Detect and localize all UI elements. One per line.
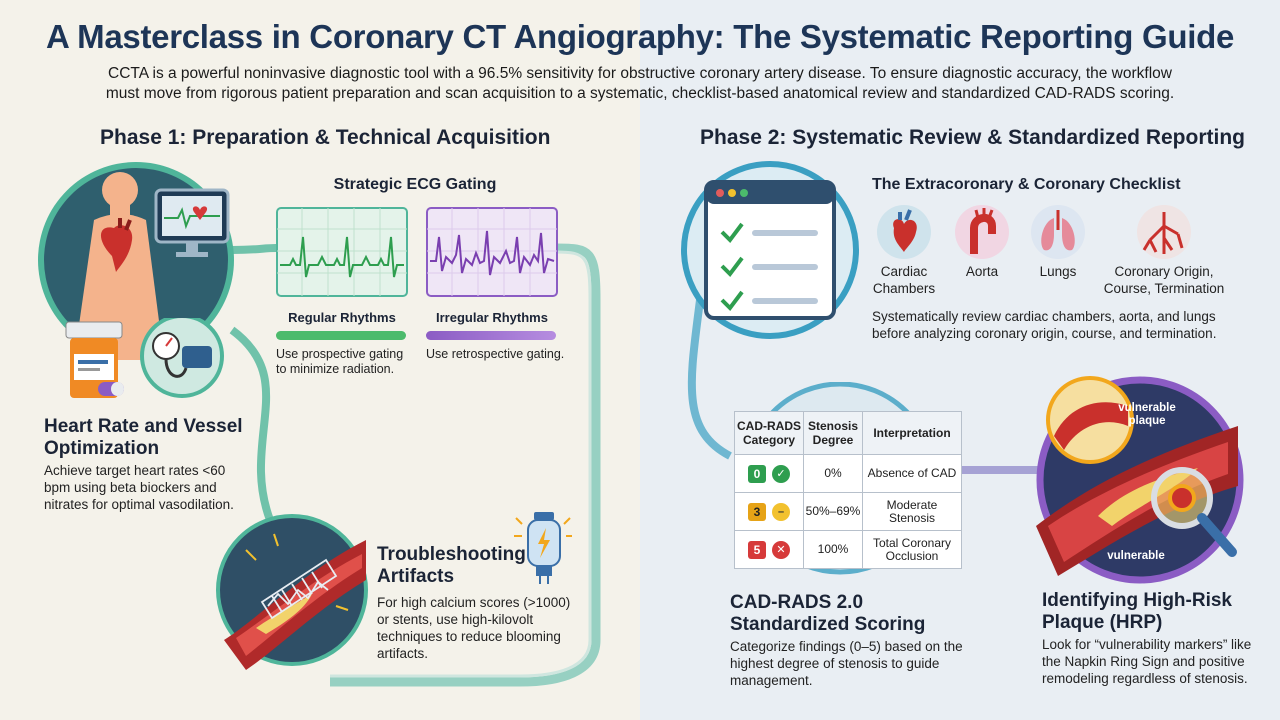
x-mark-icon: ✕ — [772, 540, 790, 559]
stent-artery-illustration — [216, 514, 368, 670]
category-badge: 3 — [748, 502, 766, 521]
category-badge: 0 — [748, 464, 766, 483]
heart-icon — [100, 218, 133, 272]
cadrads-header-category: CAD-RADS Category — [734, 411, 804, 455]
phase1-heading: Phase 1: Preparation & Technical Acquisi… — [100, 126, 551, 149]
stenosis-cell: 50%–69% — [803, 492, 863, 531]
blood-pressure-gauge-icon — [140, 318, 224, 398]
checklist-item-lungs: Lungs — [1039, 264, 1077, 279]
coronary-tree-icon — [1137, 205, 1191, 259]
phase2-heading: Phase 2: Systematic Review & Standardize… — [700, 126, 1245, 149]
hrp-heading: Identifying High-Risk Plaque (HRP) — [1042, 590, 1232, 633]
page-subtitle: CCTA is a powerful noninvasive diagnosti… — [105, 65, 1175, 102]
regular-rhythm-bar — [276, 331, 406, 340]
table-row: 0 ✓ 0% Absence of CAD — [734, 454, 962, 493]
hrp-description: Look for “vulnerability markers” like th… — [1042, 637, 1252, 686]
irregular-rhythm-label: Irregular Rhythms — [436, 310, 548, 325]
irregular-rhythm-bar — [426, 331, 556, 340]
check-icon: ✓ — [772, 464, 790, 483]
table-row: 3– 50%–69% Moderate Stenosis — [734, 492, 962, 531]
checkmark-icon — [720, 222, 744, 312]
interpretation-cell: Absence of CAD — [862, 454, 962, 493]
ecg-gating-heading: Strategic ECG Gating — [333, 176, 497, 193]
table-row: 5 ✕ 100% Total Coronary Occlusion — [734, 530, 962, 569]
right-panel-background — [640, 0, 1280, 720]
cadrads-table: CAD-RADS Category Stenosis Degree Interp… — [734, 411, 962, 569]
stent-icon — [260, 558, 338, 620]
x-ray-tube-icon — [514, 512, 572, 584]
heart-rate-heading: Heart Rate and Vessel Optimization — [44, 416, 243, 459]
plaque-illustration — [1036, 376, 1244, 584]
plaque-inset — [1046, 376, 1134, 464]
capsule-icon — [98, 382, 124, 396]
artifacts-heading: Troubleshooting Artifacts — [377, 544, 526, 587]
cadrads-header-interpretation: Interpretation — [862, 411, 962, 455]
checklist-item-cardiac-chambers: Cardiac Chambers — [872, 264, 936, 296]
regular-rhythm-label: Regular Rhythms — [288, 310, 396, 325]
artifacts-description: For high calcium scores (>1000) or stent… — [377, 595, 571, 661]
stenosis-cell: 100% — [803, 530, 863, 569]
checklist-illustration — [681, 161, 859, 339]
monitor-icon — [154, 188, 230, 257]
stenosis-cell: 0% — [803, 454, 863, 493]
cardiac-chambers-icon — [877, 205, 931, 259]
irregular-rhythm-ecg — [426, 207, 558, 297]
vulnerable-plaque-label: vulnerable plaque — [1118, 402, 1176, 427]
cadrads-heading: CAD-RADS 2.0 Standardized Scoring — [730, 592, 926, 635]
category-badge: 5 — [748, 540, 766, 559]
checklist-item-coronary: Coronary Origin, Course, Termination — [1103, 264, 1225, 296]
vulnerable-label: vulnerable — [1107, 550, 1165, 562]
checklist-item-aorta: Aorta — [965, 264, 999, 279]
neutral-face-icon: – — [772, 502, 790, 521]
aorta-icon — [955, 205, 1009, 259]
interpretation-cell: Moderate Stenosis — [862, 492, 962, 531]
heart-rate-description: Achieve target heart rates <60 bpm using… — [44, 463, 234, 512]
page-title: A Masterclass in Coronary CT Angiography… — [45, 18, 1234, 55]
lungs-icon — [1031, 205, 1085, 259]
interpretation-cell: Total Coronary Occlusion — [862, 530, 962, 569]
magnifier-icon — [1151, 467, 1237, 557]
regular-rhythm-description: Use prospective gating to minimize radia… — [276, 347, 404, 376]
irregular-rhythm-description: Use retrospective gating. — [426, 347, 565, 361]
checklist-heading: The Extracoronary & Coronary Checklist — [872, 176, 1181, 193]
cadrads-description: Categorize findings (0–5) based on the h… — [730, 639, 963, 688]
checklist-description: Systematically review cardiac chambers, … — [872, 309, 1217, 341]
regular-rhythm-ecg — [276, 207, 408, 297]
medication-and-bp-illustration — [65, 318, 224, 398]
cadrads-header-stenosis: Stenosis Degree — [803, 411, 863, 455]
